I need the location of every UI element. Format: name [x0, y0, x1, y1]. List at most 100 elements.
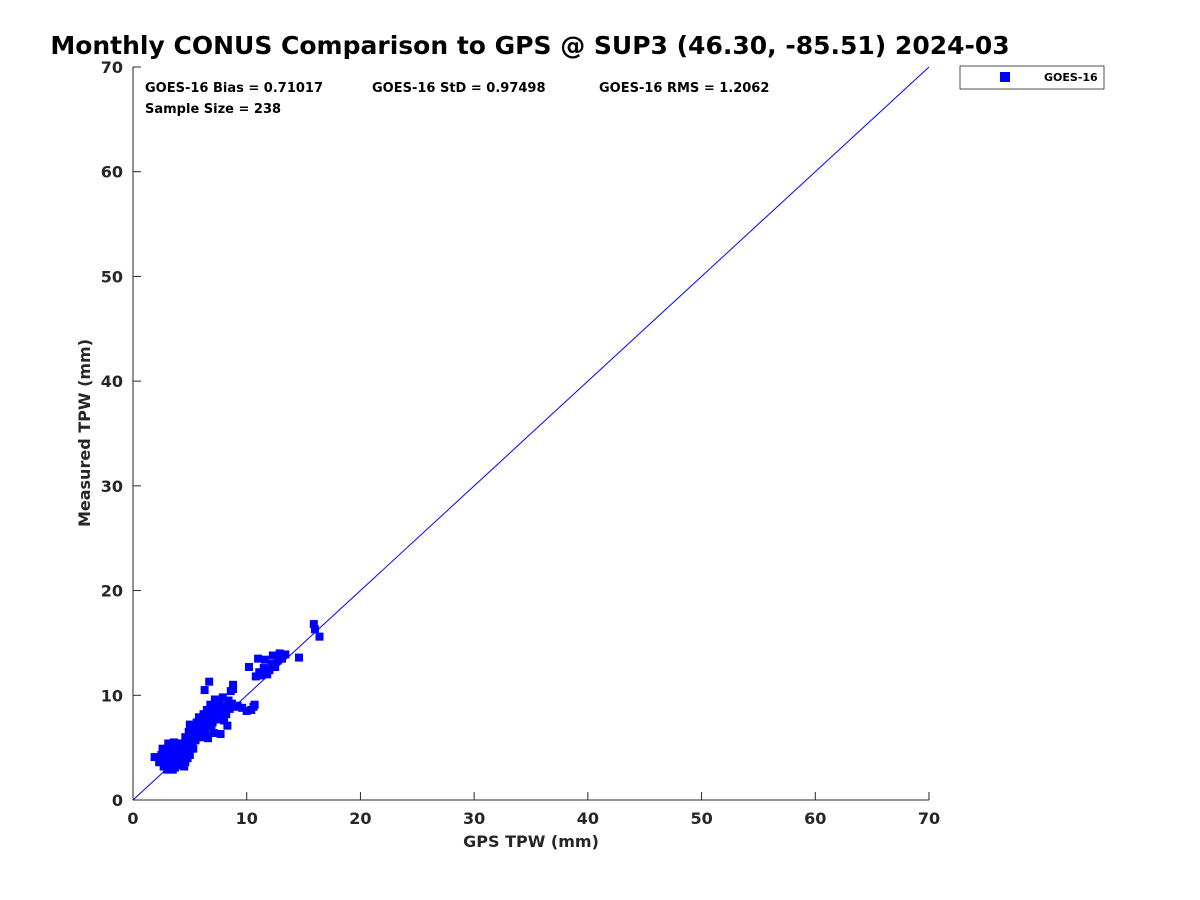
data-point — [197, 720, 206, 729]
x-tick-label: 40 — [577, 809, 599, 828]
data-point — [225, 704, 234, 713]
data-point — [265, 666, 274, 675]
stat-rms: GOES-16 RMS = 1.2062 — [599, 81, 769, 96]
data-point — [185, 720, 194, 729]
data-point — [229, 680, 238, 689]
data-point — [223, 721, 232, 730]
data-point — [233, 701, 242, 710]
data-point — [260, 655, 269, 664]
stat-bias: GOES-16 Bias = 0.71017 — [145, 81, 323, 96]
data-point — [205, 677, 214, 686]
data-point — [176, 748, 185, 757]
x-tick-label: 30 — [463, 809, 485, 828]
y-tick-label: 20 — [101, 582, 123, 601]
y-tick-label: 10 — [101, 686, 123, 705]
data-point — [158, 744, 167, 753]
data-point — [181, 733, 190, 742]
x-axis-label: GPS TPW (mm) — [463, 832, 599, 851]
data-point — [221, 701, 230, 710]
y-tick-label: 50 — [101, 267, 123, 286]
data-point — [263, 670, 272, 679]
data-point — [268, 651, 277, 660]
x-tick-label: 10 — [236, 809, 258, 828]
data-point — [271, 663, 280, 672]
data-point — [216, 730, 225, 739]
data-point — [150, 753, 159, 762]
data-point — [164, 739, 173, 748]
data-points — [150, 620, 324, 774]
data-point — [163, 758, 172, 767]
data-point — [208, 718, 217, 727]
data-point — [218, 693, 227, 702]
data-point — [222, 710, 231, 719]
x-tick-label: 70 — [918, 809, 940, 828]
data-point — [210, 695, 219, 704]
chart-title: Monthly CONUS Comparison to GPS @ SUP3 (… — [50, 31, 1009, 60]
data-point — [194, 733, 203, 742]
data-point — [254, 654, 263, 663]
data-point — [184, 727, 193, 736]
reference-line — [132, 66, 930, 801]
data-point — [242, 706, 251, 715]
data-point — [169, 738, 178, 747]
data-point — [310, 625, 319, 634]
data-point — [181, 749, 190, 758]
data-point — [244, 663, 253, 672]
data-point — [183, 754, 192, 763]
data-point — [259, 664, 268, 673]
data-point — [163, 765, 172, 774]
data-point — [206, 700, 215, 709]
axes — [132, 66, 930, 801]
data-point — [315, 632, 324, 641]
data-point — [273, 656, 282, 665]
data-point — [200, 686, 209, 695]
y-tick-label: 60 — [101, 163, 123, 182]
data-point — [155, 758, 164, 767]
data-point — [275, 649, 284, 658]
data-point — [174, 744, 183, 753]
data-point — [238, 703, 247, 712]
data-point — [210, 711, 219, 720]
y-tick-label: 0 — [112, 791, 123, 810]
data-point — [199, 724, 208, 733]
data-point — [188, 743, 197, 752]
data-point — [219, 716, 228, 725]
legend: GOES-16 — [959, 65, 1105, 90]
data-point — [209, 728, 218, 737]
stat-sample-size: Sample Size = 238 — [145, 102, 281, 117]
data-point — [169, 754, 178, 763]
data-point — [206, 709, 215, 718]
data-point — [277, 654, 286, 663]
data-point — [257, 671, 266, 680]
data-point — [194, 713, 203, 722]
data-point — [182, 745, 191, 754]
tick-labels: 0 10 20 30 40 50 60 70 0 10 20 30 40 50 60 70 — [101, 58, 940, 828]
data-point — [201, 731, 210, 740]
one-to-one-line — [132, 66, 930, 801]
data-point — [281, 650, 290, 659]
y-axis-label: Measured TPW (mm) — [75, 339, 94, 527]
y-tick-label: 30 — [101, 477, 123, 496]
data-point — [172, 760, 181, 769]
data-point — [180, 762, 189, 771]
data-point — [215, 705, 224, 714]
x-tick-label: 0 — [127, 809, 138, 828]
data-point — [251, 672, 260, 681]
data-point — [213, 699, 222, 708]
data-point — [192, 726, 201, 735]
data-point — [250, 700, 259, 709]
x-tick-label: 20 — [349, 809, 371, 828]
y-tick-label: 40 — [101, 372, 123, 391]
x-tick-label: 50 — [690, 809, 712, 828]
data-point — [309, 620, 318, 629]
stat-std: GOES-16 StD = 0.97498 — [372, 81, 546, 96]
data-point — [165, 750, 174, 759]
data-point — [207, 722, 216, 731]
legend-label: GOES-16 — [1044, 71, 1098, 84]
data-point — [192, 718, 201, 727]
y-tick-label: 70 — [101, 58, 123, 77]
data-point — [199, 710, 208, 719]
data-point — [229, 685, 238, 694]
data-point — [295, 653, 304, 662]
